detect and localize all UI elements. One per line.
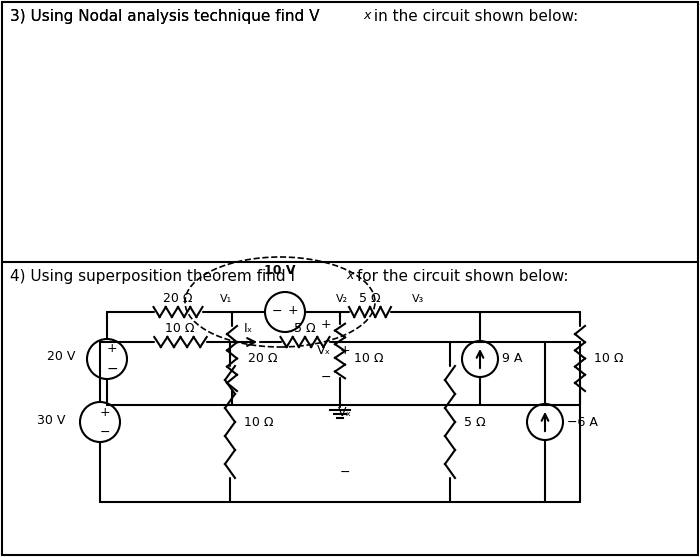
- Text: −: −: [99, 426, 111, 438]
- Text: for the circuit shown below:: for the circuit shown below:: [352, 269, 568, 284]
- Text: −: −: [340, 466, 350, 478]
- Text: 10 Ω: 10 Ω: [354, 353, 384, 365]
- Text: +: +: [321, 317, 331, 330]
- Text: 5 Ω: 5 Ω: [359, 292, 381, 305]
- Text: −6 A: −6 A: [567, 416, 598, 428]
- Text: in the circuit shown below:: in the circuit shown below:: [369, 9, 578, 24]
- Text: +: +: [288, 305, 298, 317]
- Text: 20 V: 20 V: [47, 350, 75, 364]
- Text: 9 A: 9 A: [502, 353, 522, 365]
- Text: 10 Ω: 10 Ω: [165, 321, 195, 335]
- Text: 3) Using Nodal analysis technique find V: 3) Using Nodal analysis technique find V: [10, 9, 319, 24]
- Text: V₂: V₂: [336, 294, 348, 304]
- Text: −: −: [321, 370, 331, 384]
- Text: Iₓ: Iₓ: [244, 321, 253, 335]
- Text: 20 Ω: 20 Ω: [163, 292, 193, 305]
- Text: +: +: [106, 343, 118, 355]
- Text: +: +: [99, 405, 111, 418]
- Text: x: x: [363, 9, 370, 22]
- Text: 5 Ω: 5 Ω: [294, 321, 316, 335]
- Text: 3) Using Nodal analysis technique find Vₓ in the circuit shown below:: 3) Using Nodal analysis technique find V…: [10, 9, 536, 24]
- Text: V₁: V₁: [220, 294, 232, 304]
- Text: 10 V: 10 V: [265, 263, 295, 276]
- Text: 5 Ω: 5 Ω: [464, 416, 486, 428]
- Text: −: −: [272, 305, 282, 317]
- Text: 30 V: 30 V: [36, 413, 65, 427]
- Text: Vₓ: Vₓ: [338, 405, 352, 418]
- Text: x: x: [346, 269, 354, 282]
- Text: +: +: [340, 344, 350, 356]
- Text: Vₓ: Vₓ: [317, 344, 331, 358]
- Text: −: −: [106, 362, 118, 376]
- Text: 10 Ω: 10 Ω: [244, 416, 274, 428]
- Text: 3) Using Nodal analysis technique find V: 3) Using Nodal analysis technique find V: [10, 9, 319, 24]
- Text: 4) Using superposition theorem find I: 4) Using superposition theorem find I: [10, 269, 295, 284]
- Text: 10 Ω: 10 Ω: [594, 353, 624, 365]
- Text: V₃: V₃: [412, 294, 424, 304]
- Text: 20 Ω: 20 Ω: [248, 353, 277, 365]
